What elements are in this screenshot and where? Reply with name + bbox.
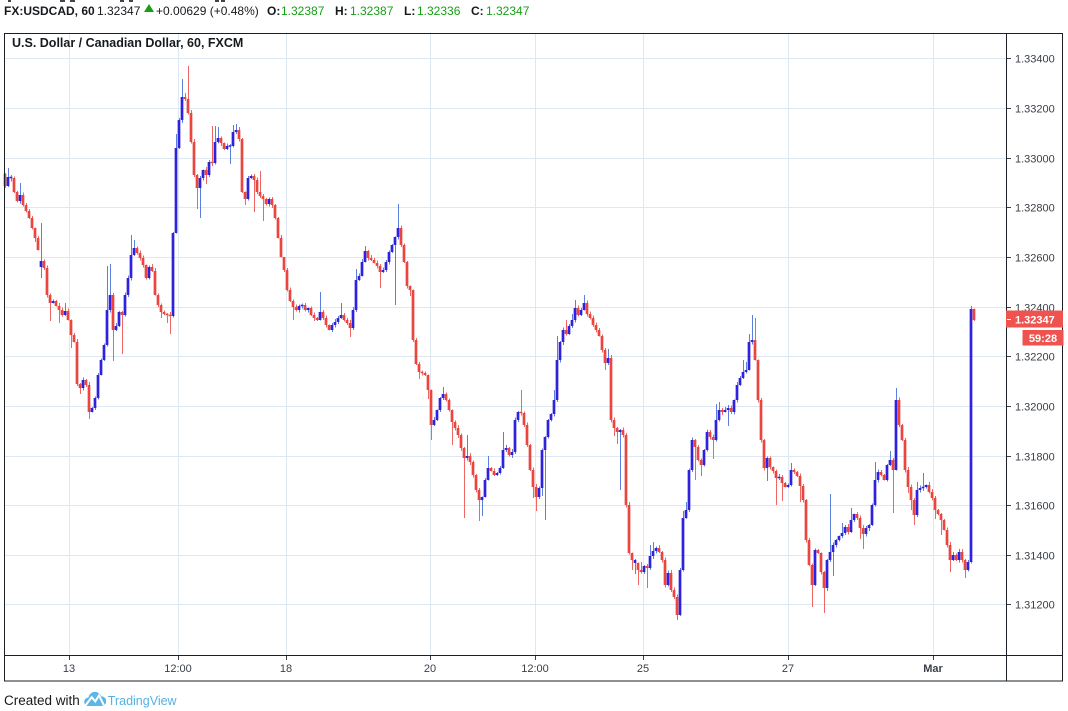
svg-text:1.32800: 1.32800 — [1015, 203, 1055, 215]
svg-text:13: 13 — [63, 663, 75, 675]
svg-text:1.31400: 1.31400 — [1015, 551, 1055, 563]
svg-text:1.33000: 1.33000 — [1015, 154, 1055, 166]
svg-text:1.32200: 1.32200 — [1015, 352, 1055, 364]
svg-text:12:00: 12:00 — [164, 663, 192, 675]
svg-text:25: 25 — [637, 663, 649, 675]
svg-text:1.32600: 1.32600 — [1015, 253, 1055, 265]
svg-text:1.33400: 1.33400 — [1015, 54, 1055, 66]
svg-text:1.31800: 1.31800 — [1015, 452, 1055, 464]
svg-text:1.32347: 1.32347 — [1015, 315, 1055, 327]
svg-text:1.32000: 1.32000 — [1015, 402, 1055, 414]
svg-text:Mar: Mar — [923, 663, 943, 675]
svg-text:12:00: 12:00 — [521, 663, 549, 675]
svg-text:27: 27 — [782, 663, 794, 675]
svg-text:59:28: 59:28 — [1029, 333, 1057, 345]
svg-text:1.31600: 1.31600 — [1015, 501, 1055, 513]
svg-text:1.33200: 1.33200 — [1015, 104, 1055, 116]
svg-text:18: 18 — [280, 663, 292, 675]
svg-text:20: 20 — [424, 663, 436, 675]
svg-text:1.31200: 1.31200 — [1015, 600, 1055, 612]
